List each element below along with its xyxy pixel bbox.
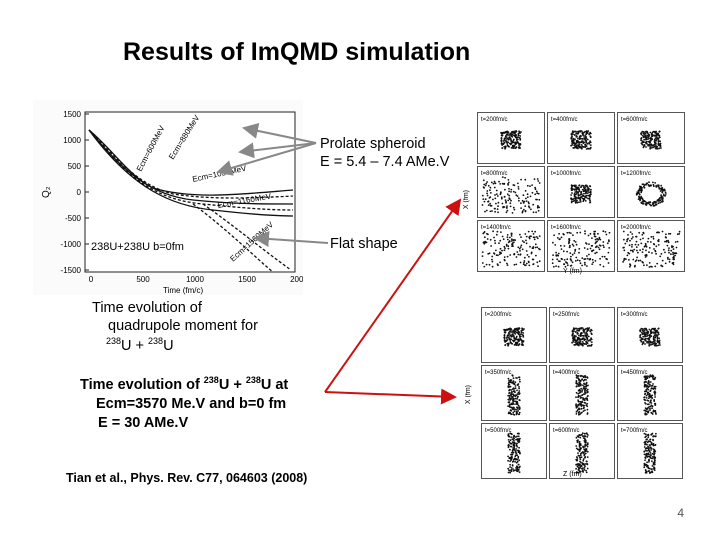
density-cell: t=500fm/c xyxy=(481,423,547,479)
time-label: t=600fm/c xyxy=(553,428,580,434)
x-tick-label: 0 xyxy=(89,275,94,284)
y-tick-label: 1500 xyxy=(63,110,81,119)
page-number: 4 xyxy=(677,506,684,520)
density-cell: t=300fm/c xyxy=(617,307,683,363)
q2-curve-descending xyxy=(192,203,274,273)
u238-mass-2: 238 xyxy=(148,336,164,346)
time-label: t=450fm/c xyxy=(621,370,648,376)
density-cell: t=600fm/c xyxy=(617,112,685,164)
u238-mass-1: 238 xyxy=(106,336,122,346)
time-evolution-2-line2: Ecm=3570 Me.V and b=0 fm xyxy=(96,396,287,412)
x-tick-label: 1000 xyxy=(186,275,204,284)
u238-mass-4: 238 xyxy=(245,375,261,385)
density-cell: t=600fm/c xyxy=(549,423,615,479)
x-tick-label: 1500 xyxy=(238,275,256,284)
prolate-label-line2: E = 5.4 – 7.4 AMe.V xyxy=(320,154,450,170)
density-cell: t=2000fm/c xyxy=(617,220,685,272)
density-cell: t=700fm/c xyxy=(617,423,683,479)
density-cell: t=400fm/c xyxy=(547,112,615,164)
y-tick-label: -1000 xyxy=(61,240,82,249)
quadrupole-moment-plot: Ecm=600MeV Ecm=880MeV Ecm=1030MeV Ecm=1160M… xyxy=(33,100,308,295)
flat-shape-label: Flat shape xyxy=(330,236,398,252)
density-cell: t=450fm/c xyxy=(617,365,683,421)
time-label: t=700fm/c xyxy=(621,428,648,434)
density-cell: t=400fm/c xyxy=(549,365,615,421)
q2-axis-label: Q₂ xyxy=(41,186,52,198)
q2-curve xyxy=(88,129,294,199)
y-tick-label: -500 xyxy=(65,214,82,223)
x-tick-label: 500 xyxy=(136,275,150,284)
x-tick-label: 2000 xyxy=(290,275,303,284)
y-tick-label: 1000 xyxy=(63,136,81,145)
time-label: t=2000fm/c xyxy=(621,225,651,231)
time-evolution-2-line1: Time evolution of 238U + 238U at xyxy=(80,375,289,394)
q2-curve xyxy=(88,129,294,211)
time-axis-label: Time (fm/c) xyxy=(163,286,203,295)
density-cell: t=1000fm/c xyxy=(547,166,615,218)
time-evolution-2-line3: E = 30 AMe.V xyxy=(98,415,189,431)
u-symbol-1: U + xyxy=(121,338,149,354)
u-symbol-2: U xyxy=(163,338,174,354)
time-label: t=250fm/c xyxy=(553,312,580,318)
time-label: t=500fm/c xyxy=(485,428,512,434)
time-label: t=1000fm/c xyxy=(551,171,581,177)
time-evolution-1-line1: Time evolution of xyxy=(92,300,202,316)
y-tick-label: -1500 xyxy=(61,266,82,275)
density-cell: t=1600fm/c xyxy=(547,220,615,272)
u-symbol-3: U + xyxy=(218,377,246,393)
prolate-label-line1: Prolate spheroid xyxy=(320,136,426,152)
q2-curve-descending xyxy=(202,203,292,271)
time-evolution-1-line2: quadrupole moment for xyxy=(108,318,258,334)
bottom-density-grid: t=200fm/c t=250fm/c t=300fm/c t=350fm/c t=40… xyxy=(463,305,683,480)
time-label: t=800fm/c xyxy=(481,171,508,177)
y-tick-label: 0 xyxy=(77,188,82,197)
q2-curve xyxy=(88,129,294,205)
reference-citation: Tian et al., Phys. Rev. C77, 064603 (200… xyxy=(66,471,308,485)
time-label: t=1600fm/c xyxy=(551,225,581,231)
reaction-label: 238U+238U b=0fm xyxy=(91,241,184,253)
quadrupole-plot-svg: Ecm=600MeV Ecm=880MeVEcm=1030MeVEcm=1160M… xyxy=(41,110,308,295)
time-label: t=200fm/c xyxy=(481,117,508,123)
time-label: t=200fm/c xyxy=(485,312,512,318)
time-evolution-2-suffix: U at xyxy=(260,377,289,393)
red-arrow-right xyxy=(324,388,457,405)
time-label: t=1400fm/c xyxy=(481,225,511,231)
density-cell: t=250fm/c xyxy=(549,307,615,363)
red-arrow-up xyxy=(324,198,462,393)
u238-mass-3: 238 xyxy=(203,375,219,385)
top-density-grid: t=200fm/c t=400fm/c t=600fm/c t=800fm/c t=10… xyxy=(463,110,685,275)
density-cell: t=1200fm/c xyxy=(617,166,685,218)
density-cell: t=200fm/c xyxy=(477,112,545,164)
density-cell: t=800fm/c xyxy=(477,166,545,218)
time-evolution-2-prefix: Time evolution of xyxy=(80,377,204,393)
density-cell: t=1400fm/c xyxy=(477,220,545,272)
time-label: t=300fm/c xyxy=(621,312,648,318)
bottom-grid-ylabel: X (fm) xyxy=(465,385,472,405)
density-cell: t=200fm/c xyxy=(481,307,547,363)
top-grid-ylabel: X (fm) xyxy=(463,190,470,210)
time-evolution-1-line3: 238U + 238U xyxy=(106,336,174,355)
time-label: t=350fm/c xyxy=(485,370,512,376)
y-tick-label: 500 xyxy=(68,162,82,171)
time-label: t=400fm/c xyxy=(551,117,578,123)
time-label: t=600fm/c xyxy=(621,117,648,123)
time-label: t=400fm/c xyxy=(553,370,580,376)
density-cell: t=350fm/c xyxy=(481,365,547,421)
slide-title: Results of ImQMD simulation xyxy=(123,38,471,66)
bottom-grid-xlabel: Z (fm) xyxy=(563,471,582,478)
q2-curve xyxy=(88,129,294,217)
time-label: t=1200fm/c xyxy=(621,171,651,177)
top-grid-xlabel: Y (fm) xyxy=(563,268,582,275)
